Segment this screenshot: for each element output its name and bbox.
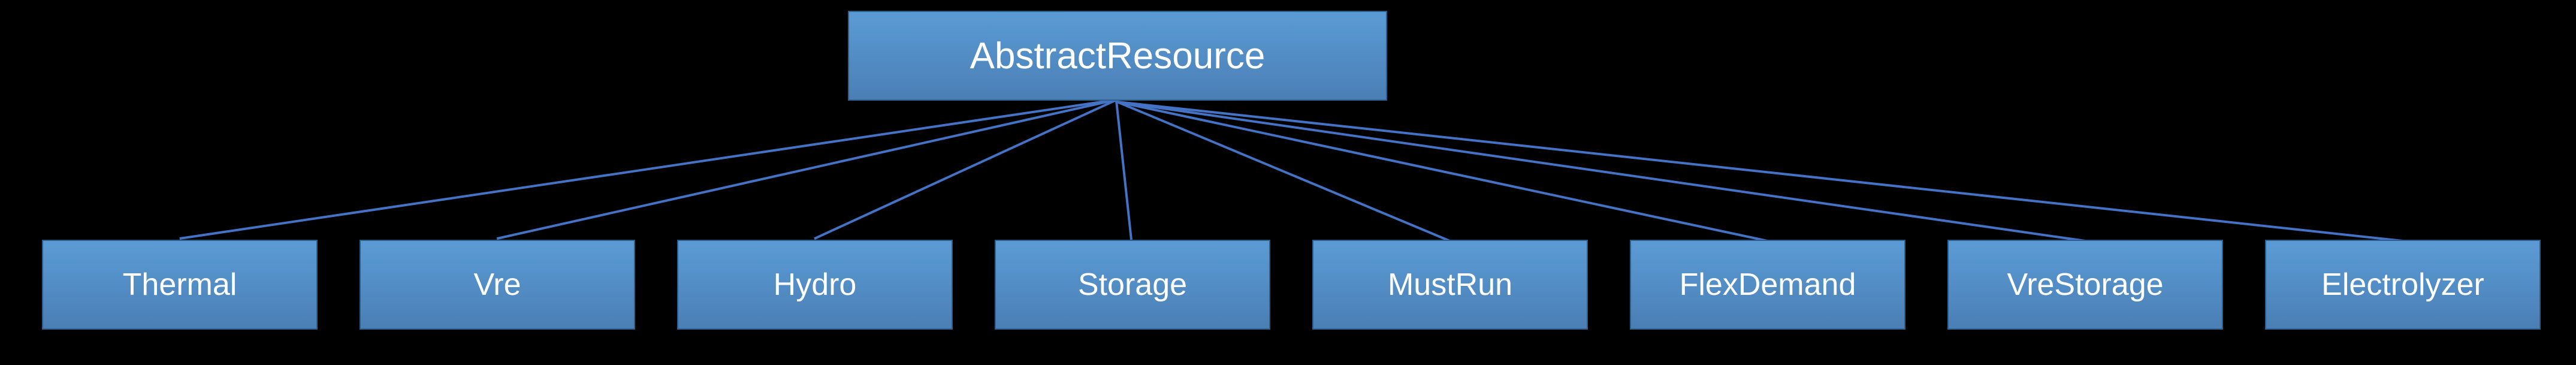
child-node: VreStorage	[1947, 240, 2223, 330]
root-node: AbstractResource	[848, 11, 1387, 101]
edge	[497, 98, 1118, 240]
edge	[179, 98, 1118, 240]
child-node-label: Electrolyzer	[2321, 267, 2484, 303]
child-node: Storage	[995, 240, 1270, 330]
edge	[1115, 101, 1133, 240]
child-node-label: Storage	[1078, 267, 1187, 303]
child-node-label: Hydro	[774, 267, 857, 303]
edge	[1117, 101, 1768, 242]
child-node-label: Thermal	[123, 267, 237, 303]
edge	[1118, 101, 2403, 242]
edge	[1116, 101, 1450, 242]
root-node-label: AbstractResource	[970, 35, 1266, 77]
child-node: MustRun	[1312, 240, 1588, 330]
child-node-label: MustRun	[1388, 267, 1512, 303]
child-node: Electrolyzer	[2265, 240, 2541, 330]
child-node-label: Vre	[474, 267, 521, 303]
child-node-label: FlexDemand	[1680, 267, 1856, 303]
edge	[814, 98, 1118, 240]
edge	[1117, 101, 2085, 242]
child-node: Thermal	[42, 240, 318, 330]
child-node: FlexDemand	[1630, 240, 1905, 330]
child-node: Vre	[360, 240, 635, 330]
child-node-label: VreStorage	[2007, 267, 2163, 303]
child-node: Hydro	[677, 240, 953, 330]
